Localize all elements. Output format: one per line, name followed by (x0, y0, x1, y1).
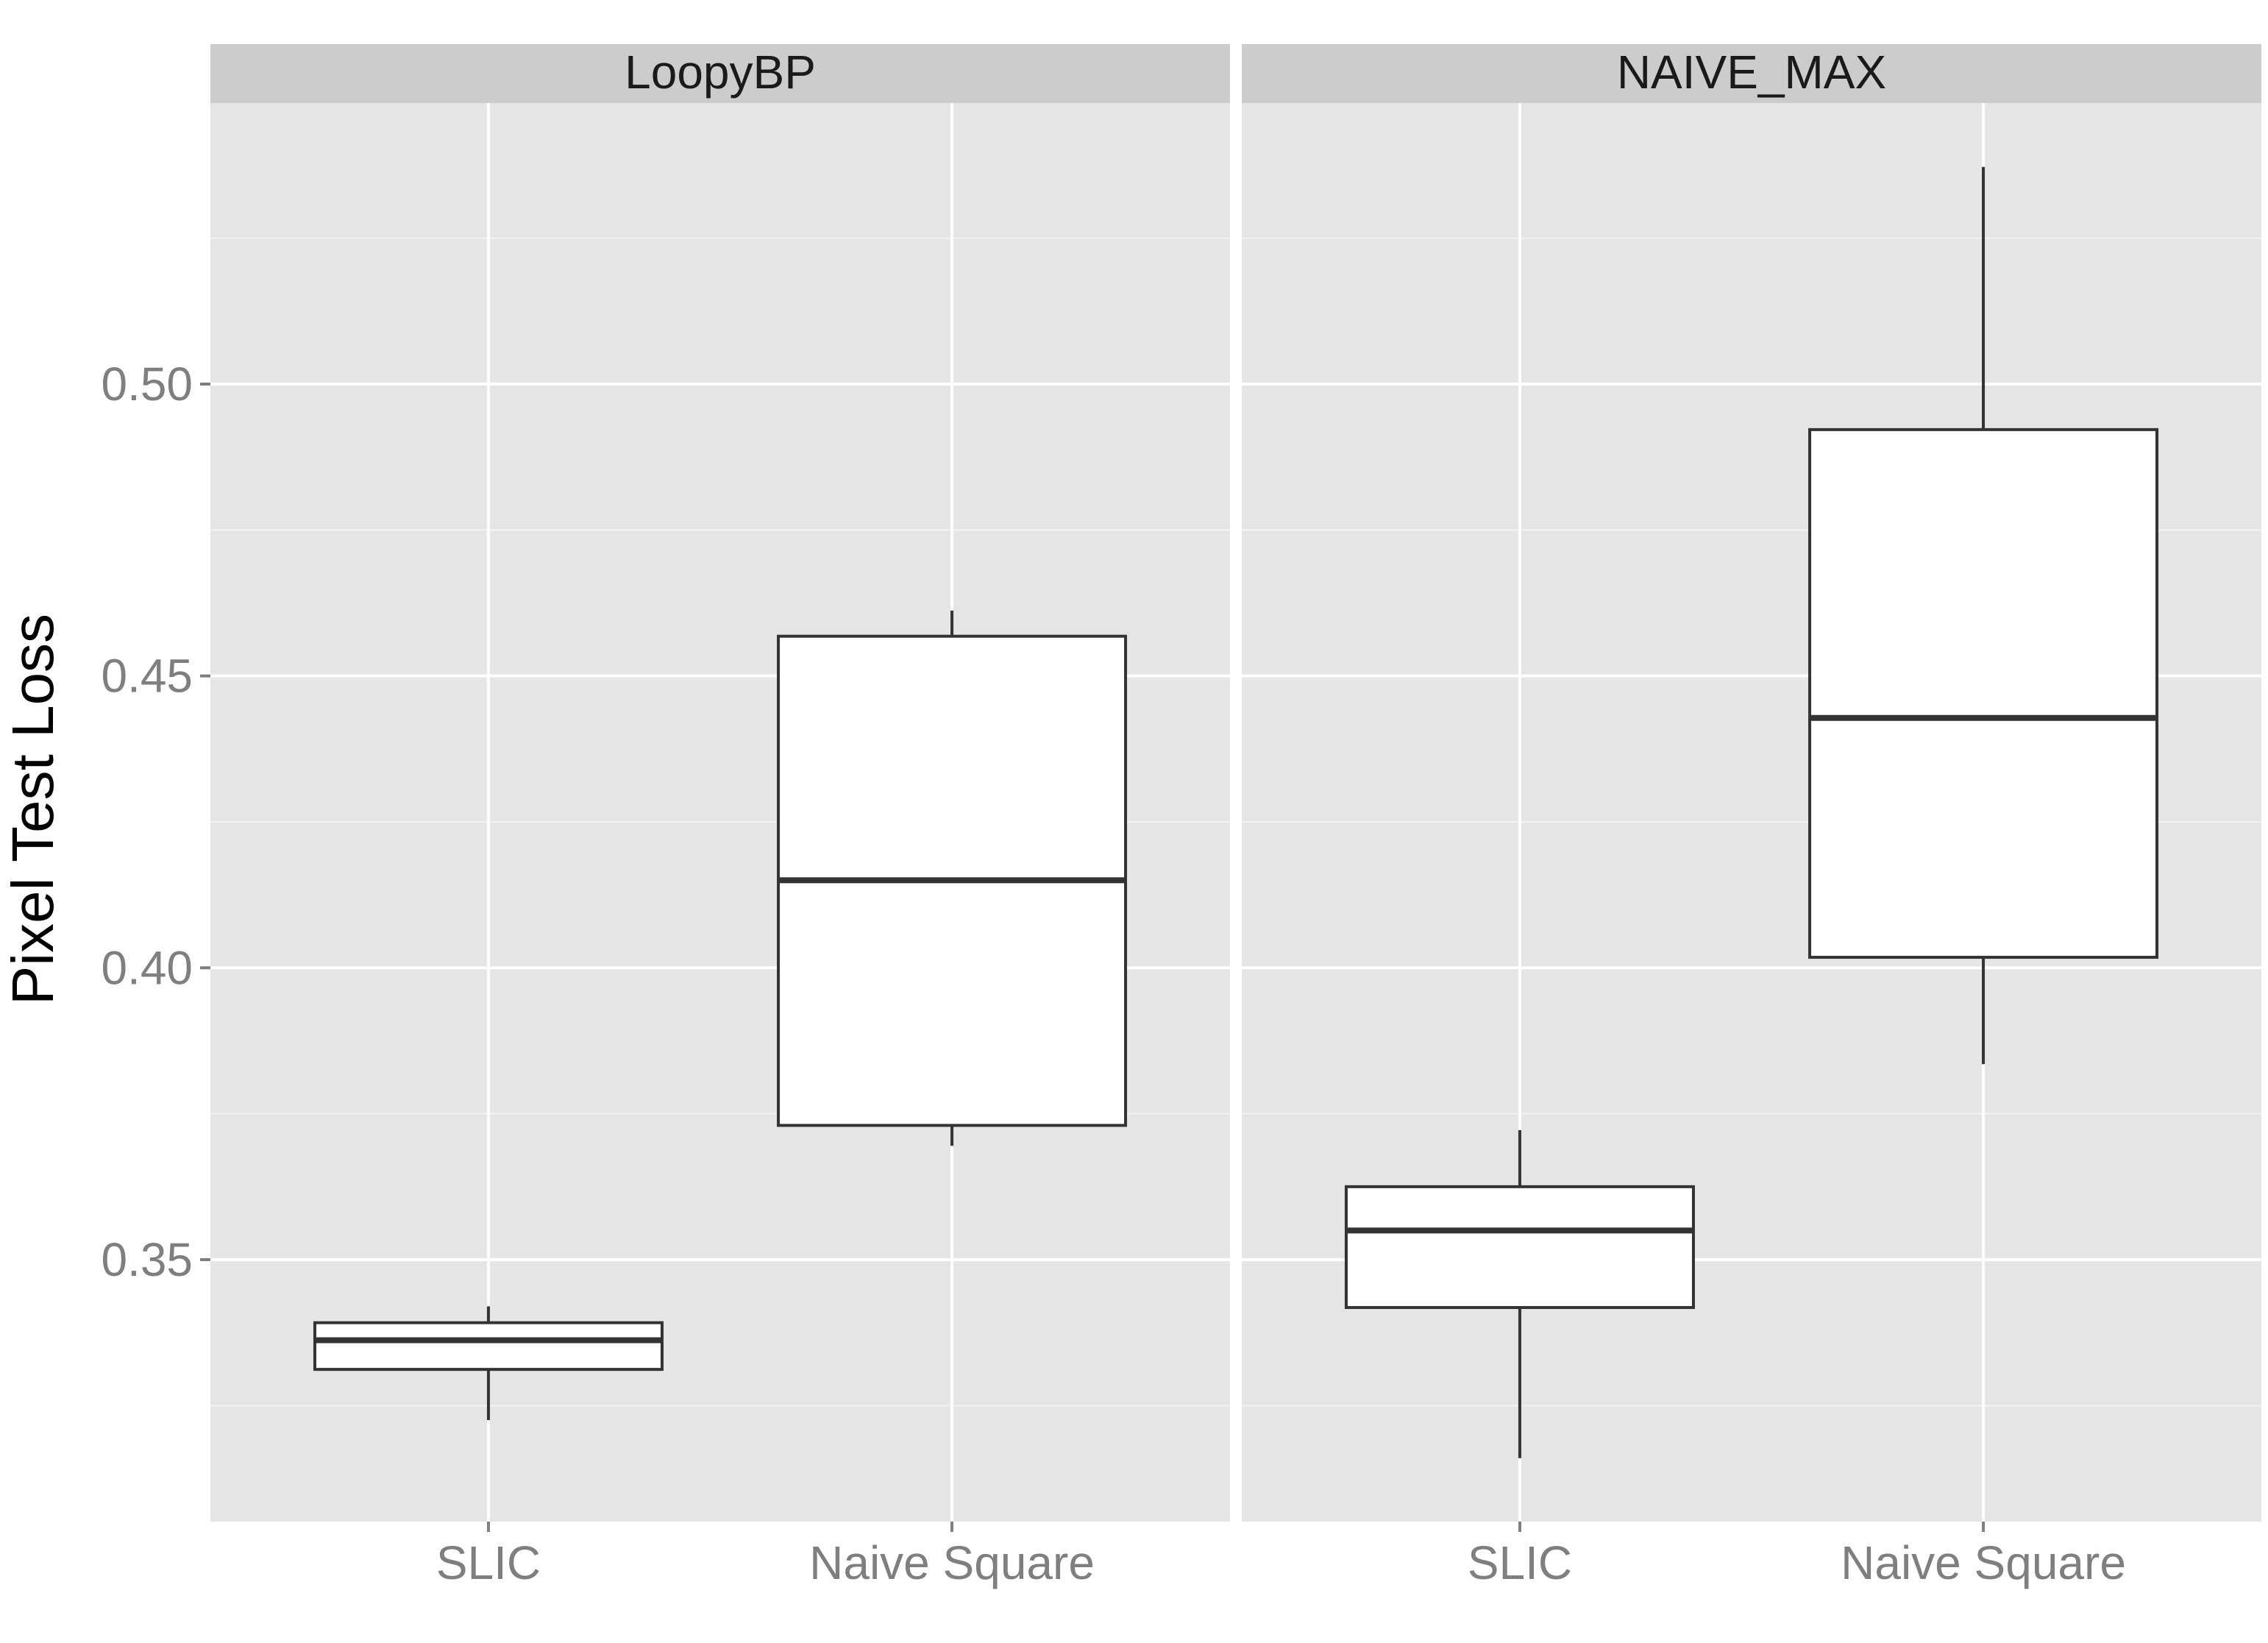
x-tick-label: Naive Square (1841, 1536, 2126, 1589)
y-tick-label: 0.50 (101, 358, 193, 411)
box-iqr (1344, 1185, 1695, 1310)
x-tick-label: SLIC (436, 1536, 541, 1589)
facet-panel-1: NAIVE_MAX SLIC Naive Square (1242, 44, 2261, 1589)
x-tick-label: Naive Square (809, 1536, 1095, 1589)
box-slic (1344, 1129, 1695, 1458)
x-tick-label: SLIC (1468, 1536, 1572, 1589)
facet-strip (210, 44, 1230, 103)
y-tick-label: 0.35 (101, 1233, 193, 1286)
facet-panels: LoopyBP SLIC Naive Square NAIVE_MAX SLIC Naiv… (210, 44, 2261, 1589)
y-tick-label: 0.45 (101, 650, 193, 703)
facet-strip-label: LoopyBP (625, 46, 816, 99)
facet-panel-0: LoopyBP SLIC Naive Square (210, 44, 1230, 1589)
box-naive-square (777, 610, 1128, 1146)
box-iqr (1808, 427, 2159, 959)
y-axis: 0.35 0.40 0.45 0.50 (101, 358, 210, 1286)
facet-strip-label: NAIVE_MAX (1617, 46, 1886, 99)
facet-strip (1242, 44, 2261, 103)
y-tick-label: 0.40 (101, 941, 193, 994)
box-naive-square (1808, 166, 2159, 1065)
y-axis-title: Pixel Test Loss (0, 614, 65, 1005)
box-slic (313, 1306, 664, 1421)
box-iqr (313, 1321, 664, 1371)
